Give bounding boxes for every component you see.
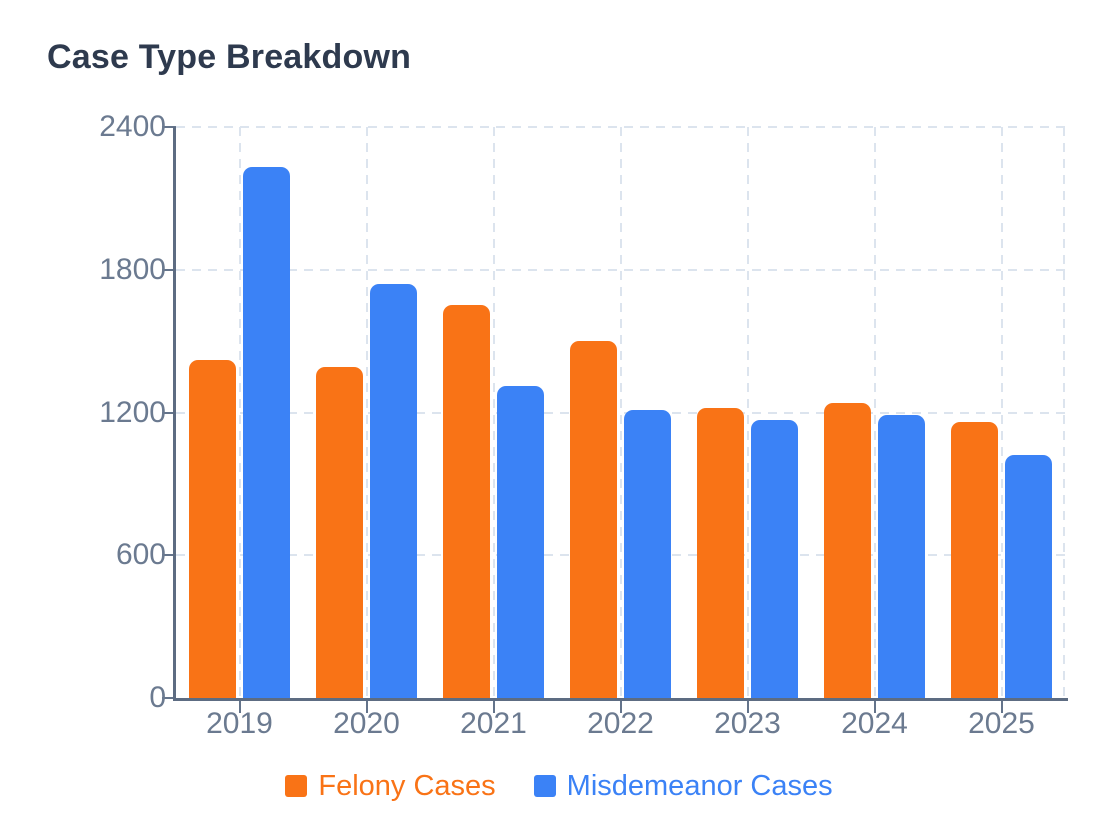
- legend-item-felony-cases[interactable]: Felony Cases: [285, 769, 496, 802]
- x-tick-label-2023: 2023: [714, 707, 781, 740]
- bar-misdemeanor-cases-2022[interactable]: [624, 410, 671, 698]
- y-tick-label: 1200: [99, 395, 166, 429]
- y-tick-label: 600: [115, 538, 166, 572]
- bar-misdemeanor-cases-2020[interactable]: [370, 284, 417, 698]
- bar-felony-cases-2024[interactable]: [824, 402, 871, 698]
- plot-area: [162, 126, 1068, 713]
- y-axis-tick: [162, 268, 176, 271]
- bar-felony-cases-2021[interactable]: [443, 305, 490, 698]
- bar-felony-cases-2020[interactable]: [316, 367, 363, 698]
- x-tick-label-2025: 2025: [968, 707, 1035, 740]
- bar-felony-cases-2025[interactable]: [951, 422, 998, 698]
- gridline-vertical: [492, 127, 495, 698]
- y-axis-tick: [162, 411, 176, 414]
- x-tick-label-2019: 2019: [206, 707, 273, 740]
- x-tick-label-2021: 2021: [460, 707, 527, 740]
- legend-swatch-felony-cases: [285, 775, 308, 797]
- bar-felony-cases-2023[interactable]: [697, 407, 744, 698]
- y-axis-tick: [162, 697, 176, 699]
- x-tick-label-2020: 2020: [333, 707, 400, 740]
- x-axis-tick: [492, 701, 495, 713]
- x-axis-tick: [619, 701, 622, 713]
- gridline-vertical: [746, 127, 749, 698]
- legend-swatch-misdemeanor-cases: [533, 775, 556, 797]
- x-axis-labels: 2019 2020 2021 2022 2023 2024 2025: [176, 707, 1065, 747]
- bar-misdemeanor-cases-2019[interactable]: [243, 167, 290, 698]
- x-axis-tick: [1000, 701, 1003, 713]
- y-tick-label: 1800: [99, 252, 166, 286]
- y-axis-tick: [162, 126, 176, 128]
- x-axis-tick: [746, 701, 749, 713]
- gridline-vertical: [1000, 127, 1003, 698]
- x-tick-label-2024: 2024: [841, 707, 908, 740]
- bar-misdemeanor-cases-2021[interactable]: [497, 386, 544, 698]
- y-axis-labels: 0 600 1200 1800 2400: [0, 112, 166, 713]
- bar-misdemeanor-cases-2025[interactable]: [1005, 455, 1052, 698]
- bar-felony-cases-2019[interactable]: [189, 360, 236, 698]
- x-axis-tick: [365, 701, 368, 713]
- y-axis-line: [173, 127, 176, 701]
- bar-misdemeanor-cases-2024[interactable]: [878, 414, 925, 698]
- gridline-vertical: [365, 127, 368, 698]
- chart-title: Case Type Breakdown: [47, 38, 412, 76]
- y-tick-label: 0: [149, 681, 166, 714]
- gridline-vertical: [873, 127, 876, 698]
- y-tick-label: 2400: [99, 110, 166, 143]
- legend-item-misdemeanor-cases[interactable]: Misdemeanor Cases: [533, 769, 833, 802]
- legend: Felony Cases Misdemeanor Cases: [0, 768, 1118, 804]
- x-tick-label-2022: 2022: [587, 707, 654, 740]
- x-axis-tick: [238, 701, 241, 713]
- legend-label-felony-cases: Felony Cases: [318, 769, 496, 802]
- gridline-vertical-right-edge: [1063, 127, 1065, 698]
- gridline-vertical: [619, 127, 622, 698]
- bar-misdemeanor-cases-2023[interactable]: [751, 419, 798, 698]
- legend-label-misdemeanor-cases: Misdemeanor Cases: [566, 769, 833, 802]
- bar-felony-cases-2022[interactable]: [570, 341, 617, 698]
- x-axis-line: [173, 698, 1068, 701]
- gridline-vertical: [238, 127, 241, 698]
- x-axis-tick: [873, 701, 876, 713]
- y-axis-tick: [162, 554, 176, 557]
